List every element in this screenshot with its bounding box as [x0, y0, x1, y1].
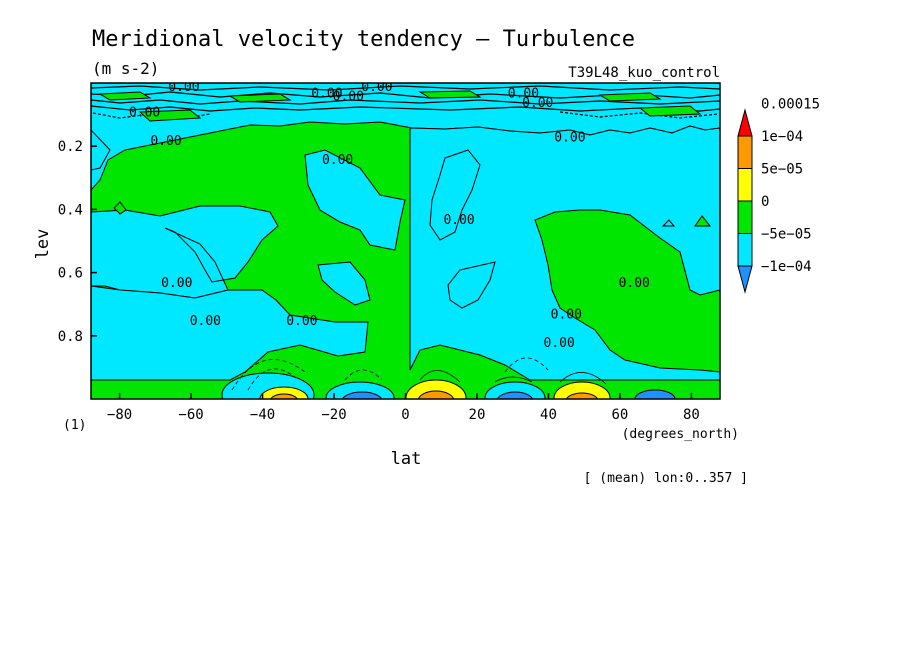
extremum-neg-20-inner — [341, 391, 383, 399]
cyan-upper-center — [304, 149, 406, 251]
colorbar-arrow-top — [737, 108, 753, 137]
x-tick-label: 40 — [540, 407, 557, 423]
contour-label: 0.00 — [508, 86, 539, 101]
y-tick-label: 0.8 — [58, 329, 83, 345]
x-tick-label: 60 — [612, 407, 629, 423]
chart-title: Meridional velocity tendency — Turbulenc… — [92, 27, 635, 52]
cyan-left-edge-dip — [91, 129, 111, 171]
units-label: (m s-2) — [92, 59, 159, 78]
y-axis: 0.2 0.4 0.6 0.8 — [58, 139, 97, 345]
dashed-contours — [231, 357, 549, 391]
colorbar-label: 5e−05 — [761, 162, 803, 178]
extremum-pos-55-inner — [565, 392, 599, 399]
contour-label: 0.00 — [551, 308, 582, 323]
x-tick-label: 0 — [401, 407, 409, 423]
x-tick-label: −40 — [250, 407, 275, 423]
colorbar-label: 0.00015 — [761, 97, 820, 113]
extremum-red-40 — [280, 398, 288, 399]
green-patch-left — [113, 201, 127, 215]
green-island — [694, 215, 712, 227]
cyan-right-main — [409, 125, 720, 381]
extremum-neg-75 — [634, 389, 676, 399]
extremum-pos-55 — [553, 381, 611, 399]
y-tick-label: 0.4 — [58, 202, 83, 218]
x-tick-label: 80 — [683, 407, 700, 423]
x-tick-label: −60 — [178, 407, 203, 423]
colorbar: −1e−04 −5e−05 0 5e−05 1e−04 0.00015 — [737, 97, 820, 294]
contour-label: 0.00 — [129, 105, 160, 120]
contour-label: 0.00 — [522, 96, 553, 111]
footnote: [ (mean) lon:0..357 ] — [584, 471, 748, 486]
upper-green-blobs — [98, 90, 702, 122]
colorbar-swatch — [737, 200, 753, 234]
cyan-island — [661, 219, 676, 227]
y-axis-label: lev — [33, 229, 53, 260]
contour-label: 0.00 — [333, 90, 364, 105]
extremum-neg-30 — [484, 381, 546, 399]
contour-label: 0.00 — [619, 276, 650, 291]
colorbar-label: 0 — [761, 194, 769, 210]
contour-label: 0.00 — [311, 86, 342, 101]
run-label: T39L48_kuo_control — [568, 65, 720, 81]
extremum-pos-10-inner — [417, 390, 455, 399]
colorbar-label: −1e−04 — [761, 259, 812, 275]
contour-labels: 0.00 0.000.000.00 0.000.000.000.00 0.000.00… — [129, 80, 650, 351]
contour-label: 0.00 — [361, 80, 392, 95]
contour-label: 0.00 — [544, 336, 575, 351]
colorbar-label: 1e−04 — [761, 129, 803, 145]
solid-contours — [419, 370, 607, 385]
colorbar-label: −5e−05 — [761, 227, 812, 243]
contour-label: 0.00 — [161, 276, 192, 291]
colorbar-arrow-bottom — [737, 265, 753, 294]
contour-label: 0.00 — [190, 314, 221, 329]
x-units-label: (degrees_north) — [622, 427, 739, 442]
x-tick-label: −20 — [321, 407, 346, 423]
y-tick-label: 0.6 — [58, 266, 83, 282]
x-axis: −80 −60 −40 −20 0 20 40 60 80 — [107, 393, 700, 423]
extremum-pos-40 — [259, 386, 309, 399]
contour-label: 0.00 — [286, 314, 317, 329]
extremum-neg-30-inner — [496, 391, 534, 399]
contour-label: 0.00 — [168, 80, 199, 95]
x-axis-label: lat — [391, 449, 422, 469]
colorbar-swatch — [737, 135, 753, 169]
cyan-center-pocket — [317, 261, 371, 306]
plot-area: 0.00 0.000.000.00 0.000.000.000.00 0.000.00… — [91, 80, 720, 399]
contour-label: 0.00 — [554, 131, 585, 146]
x-tick-label: −80 — [107, 407, 132, 423]
y-tick-label: 0.2 — [58, 139, 83, 155]
x-tick-label: 20 — [469, 407, 486, 423]
y-units-label: (1) — [63, 418, 86, 433]
contour-label: 0.00 — [322, 153, 353, 168]
cyan-left-low — [91, 285, 369, 381]
extremum-pos-40-inner — [270, 393, 298, 399]
colorbar-swatch — [737, 168, 753, 202]
colorbar-swatch — [737, 233, 753, 267]
contour-label: 0.00 — [150, 134, 181, 149]
surface-extrema — [221, 372, 676, 399]
contour-label: 0.00 — [443, 213, 474, 228]
